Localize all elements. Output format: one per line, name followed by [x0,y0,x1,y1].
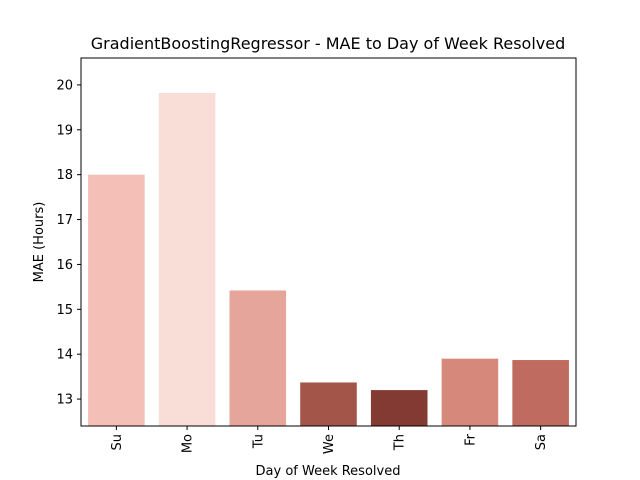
bar-su [88,174,145,426]
y-tick-label: 14 [56,348,73,363]
x-tick-label-fr: Fr [463,433,478,446]
x-tick-label-th: Th [393,434,408,451]
plot-area: 13 14 15 16 17 18 19 20 Su Mo Tu We Th Fr Sa [56,57,577,454]
x-tick-label-tu: Tu [251,434,266,449]
y-tick-label: 17 [56,213,73,228]
x-tick-label-su: Su [110,434,125,451]
y-tick-label: 13 [56,393,73,408]
y-tick-label: 20 [56,78,73,93]
chart-title: GradientBoostingRegressor - MAE to Day o… [91,34,565,53]
bar-fr [441,358,499,426]
y-tick-label: 15 [56,303,73,318]
bar-tu [229,290,287,426]
y-tick-label: 18 [56,168,73,183]
y-axis-label: MAE (Hours) [32,202,47,283]
x-tick-label-we: We [322,434,337,454]
bar-sa [512,360,569,426]
bar-we [300,382,357,426]
x-tick-label-sa: Sa [534,434,549,450]
x-axis-label: Day of Week Resolved [256,464,401,479]
y-tick-label: 16 [56,258,73,273]
x-tick-label-mo: Mo [181,434,196,453]
y-tick-label: 19 [56,123,73,138]
bar-mo [158,93,216,426]
axes-frame [80,57,577,427]
bar-th [370,390,428,426]
